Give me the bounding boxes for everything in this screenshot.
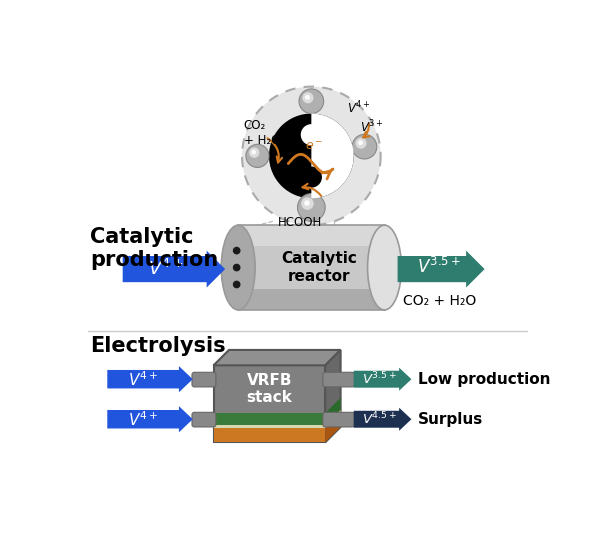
FancyBboxPatch shape [238,289,385,310]
Polygon shape [214,365,325,442]
FancyBboxPatch shape [238,225,385,310]
FancyArrow shape [354,408,412,431]
FancyBboxPatch shape [323,372,355,387]
Circle shape [233,264,241,272]
Text: $V^{3.5+}$: $V^{3.5+}$ [418,257,461,277]
Circle shape [355,138,367,149]
FancyArrow shape [107,406,193,433]
Wedge shape [311,114,354,198]
Circle shape [269,114,354,198]
Circle shape [233,247,241,254]
Ellipse shape [221,225,255,310]
Circle shape [298,193,325,221]
Text: $V^{4+}$: $V^{4+}$ [347,100,371,117]
Text: Low production: Low production [418,372,550,386]
Ellipse shape [368,225,401,310]
Polygon shape [214,350,341,365]
Text: $V^{4.5+}$: $V^{4.5+}$ [362,411,397,428]
Polygon shape [325,410,341,429]
Text: CO₂ + H₂O: CO₂ + H₂O [403,294,476,308]
Text: Catalytic
reactor: Catalytic reactor [281,251,357,284]
FancyArrow shape [354,367,412,391]
Text: $e^-$: $e^-$ [305,140,323,153]
Circle shape [249,147,259,158]
Circle shape [251,150,256,154]
Circle shape [301,166,322,188]
Circle shape [301,197,314,210]
Text: CO₂
+ H₂O: CO₂ + H₂O [244,119,280,147]
FancyArrow shape [107,366,193,392]
Circle shape [299,89,323,114]
Polygon shape [325,350,341,442]
Text: $V^{3+}$: $V^{3+}$ [359,118,383,135]
Text: VRFB
stack: VRFB stack [247,373,292,405]
Circle shape [352,134,377,159]
Circle shape [304,201,310,206]
FancyBboxPatch shape [238,225,385,247]
Text: $V^{4+}$: $V^{4+}$ [148,259,184,279]
Polygon shape [325,398,341,425]
Text: Electrolysis: Electrolysis [91,336,226,356]
Text: Surplus: Surplus [418,412,483,427]
Circle shape [301,124,322,145]
Text: $V^{4+}$: $V^{4+}$ [128,410,158,429]
Text: HCOOH: HCOOH [278,216,322,229]
Circle shape [302,92,313,104]
Circle shape [358,140,363,145]
Text: Catalytic
production: Catalytic production [91,227,218,270]
Text: $V^{3.5+}$: $V^{3.5+}$ [362,371,397,388]
Circle shape [242,87,380,225]
Text: $V^{4+}$: $V^{4+}$ [128,370,158,389]
Polygon shape [214,429,325,442]
Polygon shape [325,413,341,442]
FancyArrow shape [398,250,485,288]
FancyBboxPatch shape [192,412,216,427]
FancyArrow shape [123,250,225,288]
Circle shape [246,144,269,167]
FancyBboxPatch shape [192,372,216,387]
Polygon shape [214,425,325,429]
FancyBboxPatch shape [323,412,355,427]
Circle shape [233,281,241,288]
Circle shape [305,95,310,100]
Polygon shape [214,413,325,425]
